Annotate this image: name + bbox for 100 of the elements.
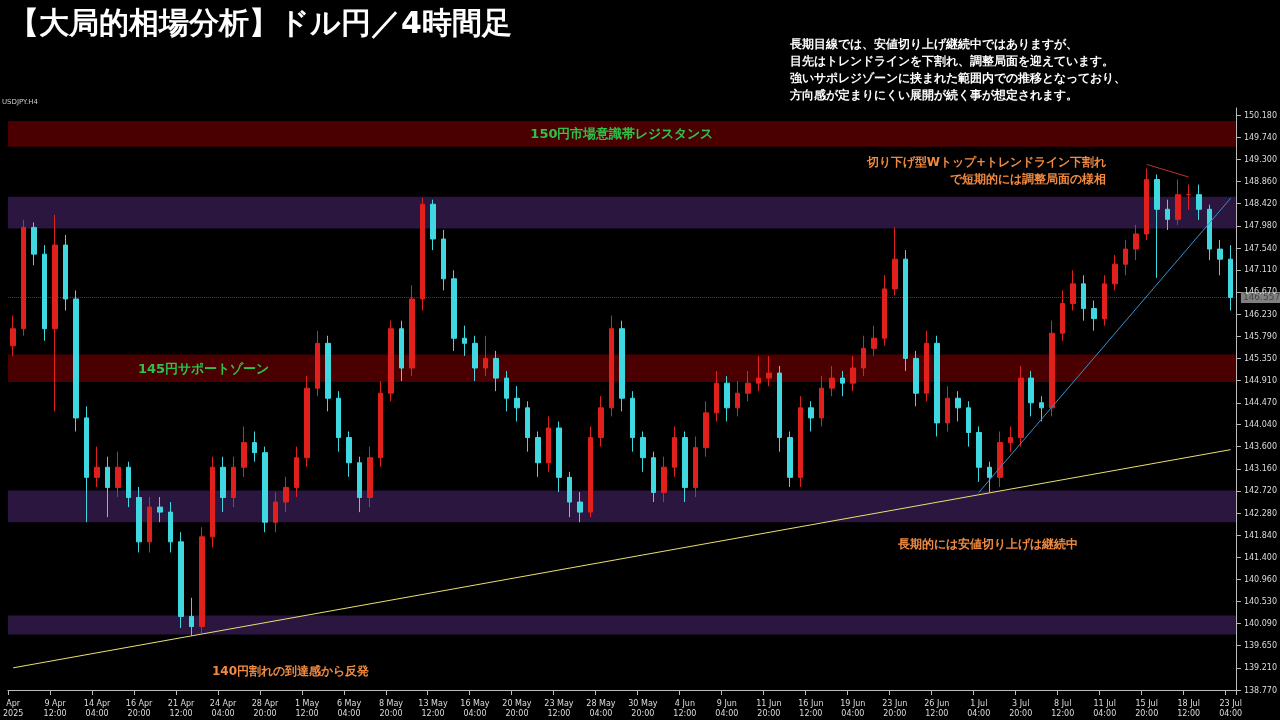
candlestick xyxy=(283,476,289,513)
candlestick xyxy=(871,325,877,357)
candlestick xyxy=(535,431,541,478)
candlestick xyxy=(598,395,604,448)
y-tick-label: 147.540 xyxy=(1243,243,1278,253)
y-tick-label: 144.910 xyxy=(1243,376,1278,386)
candlestick xyxy=(105,456,110,518)
y-tick-label: 149.300 xyxy=(1243,154,1278,164)
candlestick xyxy=(241,425,247,478)
y-tick-label: 147.110 xyxy=(1243,265,1278,275)
y-tick-label: 141.400 xyxy=(1243,552,1278,562)
candlestick xyxy=(808,400,814,432)
candlestick xyxy=(724,375,730,422)
y-tick-label: 141.840 xyxy=(1243,530,1278,540)
candlestick xyxy=(178,531,184,629)
x-tick-label: 11 Jun 20:00 xyxy=(756,698,782,718)
candlestick xyxy=(84,405,89,523)
y-tick-label: 138.770 xyxy=(1243,685,1278,695)
x-tick-label: 21 Apr 12:00 xyxy=(167,698,196,718)
candlestick xyxy=(493,350,499,392)
candlestick xyxy=(1154,174,1160,279)
chart-title: 【大局的相場分析】ドル円／4時間足 xyxy=(9,4,512,40)
candlestick xyxy=(924,330,929,402)
x-tick-label: 18 Jul 12:00 xyxy=(1177,698,1201,718)
candlestick xyxy=(42,244,47,342)
x-tick-label: 16 Apr 20:00 xyxy=(125,698,154,718)
x-tick-label: 19 Jun 04:00 xyxy=(840,698,866,718)
candlestick xyxy=(892,226,898,296)
x-tick-label: 1 Jul 04:00 xyxy=(967,698,991,718)
y-tick-label: 147.980 xyxy=(1243,221,1278,231)
candlestick xyxy=(913,350,919,407)
x-tick-label: 28 May 04:00 xyxy=(586,698,616,718)
candlestick xyxy=(1186,184,1191,211)
candlestick xyxy=(651,451,656,503)
candlestick xyxy=(682,431,688,503)
candlestick xyxy=(1018,365,1024,448)
y-tick-label: 149.740 xyxy=(1243,132,1278,142)
candlestick xyxy=(1081,274,1086,322)
candlestick xyxy=(252,431,257,463)
y-tick-label: 140.530 xyxy=(1243,596,1278,606)
candlestick xyxy=(52,214,58,412)
candlestick xyxy=(1207,204,1212,261)
candlestick xyxy=(577,491,583,523)
candlestick xyxy=(1175,179,1181,226)
candlestick xyxy=(567,471,572,518)
y-tick-label: 148.860 xyxy=(1243,177,1278,187)
candlestick xyxy=(73,289,79,432)
candlestick xyxy=(661,456,667,503)
candlestick xyxy=(934,335,940,438)
candlestick xyxy=(987,461,992,493)
y-tick-label: 139.650 xyxy=(1243,641,1278,651)
candlestick xyxy=(420,197,425,312)
candlestick xyxy=(1228,244,1233,312)
x-tick-label: 11 Jul 04:00 xyxy=(1093,698,1117,718)
candlestick xyxy=(325,335,331,412)
candlestick xyxy=(168,501,173,553)
x-tick-label: 16 Jun 12:00 xyxy=(798,698,824,718)
candlestick xyxy=(1070,269,1076,312)
x-tick-label: 6 May 04:00 xyxy=(336,698,362,718)
candlestick xyxy=(31,221,37,266)
text: 方向感が定まりにくい展開が続く事が想定されます。 xyxy=(789,88,1078,102)
candlestick xyxy=(346,431,352,478)
candlestick xyxy=(882,274,887,347)
y-tick-label: 146.230 xyxy=(1243,309,1278,319)
candlestick xyxy=(388,320,394,402)
annotation: 長期的には安値切り上げは継続中 xyxy=(897,537,1078,551)
candlestick xyxy=(504,370,509,412)
candlestick xyxy=(514,385,520,422)
candlestick xyxy=(210,456,215,548)
candlestick xyxy=(199,526,205,634)
candlestick xyxy=(1049,320,1055,417)
candlestick xyxy=(766,355,772,387)
candlestick xyxy=(703,400,709,458)
candlestick xyxy=(126,461,131,508)
candlestick xyxy=(640,431,646,473)
x-tick-label: 8 Jul 12:00 xyxy=(1051,698,1075,718)
candlestick xyxy=(63,234,68,312)
y-tick-label: 145.790 xyxy=(1243,331,1278,341)
candlestick xyxy=(588,425,593,518)
x-tick-label: 20 May 20:00 xyxy=(502,698,532,718)
candlestick xyxy=(336,390,341,453)
candlestick xyxy=(609,315,614,417)
candlestick xyxy=(189,597,194,637)
candlestick xyxy=(1196,184,1202,221)
candlestick xyxy=(136,486,142,553)
candlestick xyxy=(829,365,835,397)
x-tick-label: 3 Jul 20:00 xyxy=(1009,698,1033,718)
candlestick xyxy=(1008,425,1013,453)
candlestick xyxy=(976,425,982,483)
candlestick xyxy=(430,199,436,251)
ref-line-label: 146.557 xyxy=(1242,292,1280,303)
candlestick xyxy=(157,496,163,523)
y-tick-label: 140.090 xyxy=(1243,618,1278,628)
candlestick xyxy=(997,431,1003,488)
candlestick xyxy=(556,420,562,493)
candlestick xyxy=(273,491,278,533)
x-tick-label: 9 Jun 04:00 xyxy=(715,698,739,718)
candlestick xyxy=(472,335,478,382)
candlestick xyxy=(315,330,320,397)
y-tick-label: 142.720 xyxy=(1243,486,1278,496)
